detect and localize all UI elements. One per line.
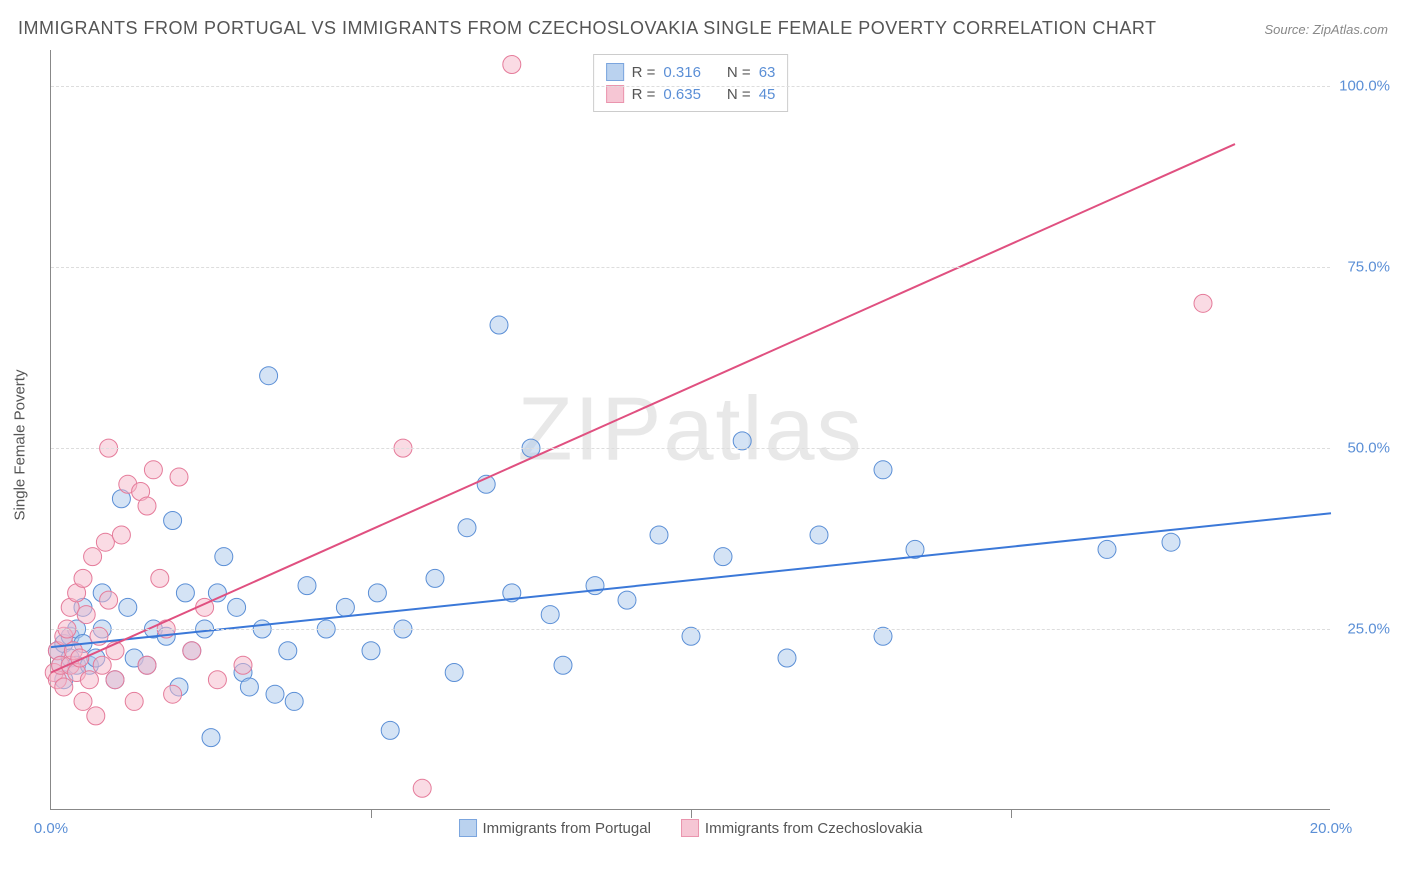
data-point (106, 671, 124, 689)
data-point (266, 685, 284, 703)
data-point (87, 707, 105, 725)
data-point (80, 671, 98, 689)
data-point (234, 656, 252, 674)
r-value: 0.635 (663, 86, 701, 103)
y-tick-label: 100.0% (1339, 78, 1390, 95)
data-point (381, 721, 399, 739)
data-point (112, 526, 130, 544)
data-point (413, 779, 431, 797)
data-point (119, 598, 137, 616)
data-point (208, 671, 226, 689)
data-point (74, 692, 92, 710)
x-minor-tick (691, 810, 692, 818)
n-value: 63 (759, 64, 776, 81)
data-point (202, 729, 220, 747)
data-point (240, 678, 258, 696)
legend-stats-row: R = 0.316 N = 63 (606, 61, 776, 83)
chart-container: Single Female Poverty ZIPatlas R = 0.316… (50, 50, 1390, 840)
series-name: Immigrants from Portugal (483, 820, 651, 837)
data-point (215, 548, 233, 566)
data-point (93, 656, 111, 674)
data-point (84, 548, 102, 566)
x-tick-label: 20.0% (1310, 820, 1353, 837)
data-point (164, 511, 182, 529)
data-point (778, 649, 796, 667)
y-tick-label: 25.0% (1347, 621, 1390, 638)
legend-series-item: Immigrants from Portugal (459, 819, 651, 837)
y-tick-label: 75.0% (1347, 259, 1390, 276)
data-point (714, 548, 732, 566)
x-tick-label: 0.0% (34, 820, 68, 837)
legend-series-item: Immigrants from Czechoslovakia (681, 819, 923, 837)
source-attribution: Source: ZipAtlas.com (1264, 22, 1388, 37)
legend-stats: R = 0.316 N = 63 R = 0.635 N = 45 (593, 54, 789, 112)
data-point (138, 497, 156, 515)
legend-swatch (681, 819, 699, 837)
gridline (51, 86, 1330, 87)
data-point (368, 584, 386, 602)
data-point (138, 656, 156, 674)
gridline (51, 267, 1330, 268)
data-point (298, 577, 316, 595)
n-label: N = (727, 86, 751, 103)
data-point (96, 533, 114, 551)
legend-series: Immigrants from Portugal Immigrants from … (459, 819, 923, 837)
data-point (228, 598, 246, 616)
data-point (77, 606, 95, 624)
y-tick-label: 50.0% (1347, 440, 1390, 457)
data-point (151, 569, 169, 587)
data-point (362, 642, 380, 660)
data-point (176, 584, 194, 602)
legend-swatch (459, 819, 477, 837)
regression-line (51, 144, 1235, 672)
data-point (279, 642, 297, 660)
chart-title: IMMIGRANTS FROM PORTUGAL VS IMMIGRANTS F… (18, 18, 1157, 39)
n-label: N = (727, 64, 751, 81)
r-value: 0.316 (663, 64, 701, 81)
data-point (144, 461, 162, 479)
data-point (650, 526, 668, 544)
x-minor-tick (1011, 810, 1012, 818)
data-point (1098, 540, 1116, 558)
data-point (503, 55, 521, 73)
data-point (554, 656, 572, 674)
data-point (125, 692, 143, 710)
data-point (74, 569, 92, 587)
data-point (336, 598, 354, 616)
data-point (100, 591, 118, 609)
plot-area: ZIPatlas R = 0.316N = 63R = 0.635N = 45 … (50, 50, 1330, 810)
data-point (1162, 533, 1180, 551)
data-point (71, 649, 89, 667)
n-value: 45 (759, 86, 776, 103)
data-point (164, 685, 182, 703)
series-name: Immigrants from Czechoslovakia (705, 820, 923, 837)
data-point (55, 678, 73, 696)
data-point (490, 316, 508, 334)
r-label: R = (632, 64, 656, 81)
data-point (183, 642, 201, 660)
r-label: R = (632, 86, 656, 103)
gridline (51, 448, 1330, 449)
data-point (586, 577, 604, 595)
data-point (874, 461, 892, 479)
source-link[interactable]: ZipAtlas.com (1313, 22, 1388, 37)
x-minor-tick (371, 810, 372, 818)
data-point (541, 606, 559, 624)
data-point (1194, 294, 1212, 312)
data-point (285, 692, 303, 710)
data-point (445, 663, 463, 681)
data-point (810, 526, 828, 544)
source-label: Source: (1264, 22, 1312, 37)
data-point (458, 519, 476, 537)
data-point (426, 569, 444, 587)
data-point (618, 591, 636, 609)
legend-swatch (606, 63, 624, 81)
data-point (260, 367, 278, 385)
data-point (170, 468, 188, 486)
y-axis-label: Single Female Poverty (12, 370, 29, 521)
plot-svg (51, 50, 1330, 809)
legend-swatch (606, 85, 624, 103)
gridline (51, 629, 1330, 630)
